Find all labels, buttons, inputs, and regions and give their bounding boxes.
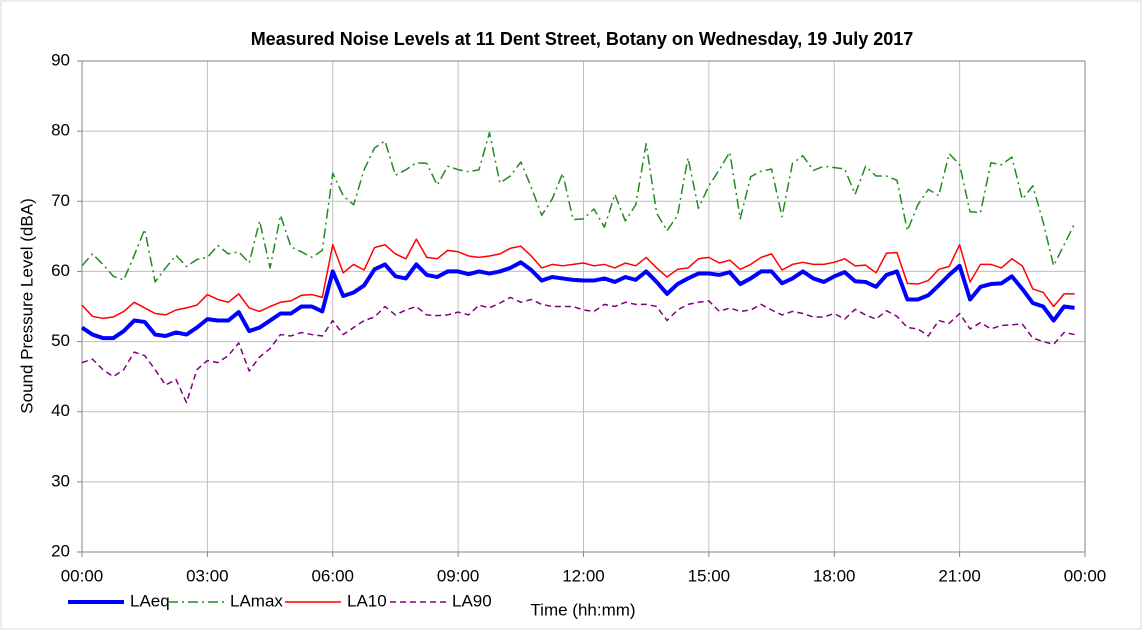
chart-title: Measured Noise Levels at 11 Dent Street,…	[251, 29, 914, 49]
legend-label: LAeq	[130, 591, 170, 610]
y-tick-label: 90	[51, 50, 70, 69]
y-tick-label: 50	[51, 331, 70, 350]
y-tick-label: 60	[51, 261, 70, 280]
x-tick-label: 18:00	[813, 566, 856, 585]
legend-label: LA10	[347, 591, 387, 610]
y-tick-label: 70	[51, 191, 70, 210]
series-line	[81, 238, 1075, 320]
series-line	[80, 260, 1075, 341]
x-tick-label: 15:00	[688, 566, 731, 585]
y-axis-title: Sound Pressure Level (dBA)	[17, 198, 36, 413]
x-tick-label: 12:00	[562, 566, 605, 585]
x-tick-label: 00:00	[1064, 566, 1107, 585]
x-tick-label: 21:00	[938, 566, 981, 585]
legend-label: LA90	[452, 591, 492, 610]
y-tick-label: 20	[51, 541, 70, 560]
plot-border	[81, 60, 1086, 553]
series-line	[81, 131, 1076, 283]
x-tick-label: 00:00	[61, 566, 104, 585]
y-tick-label: 30	[51, 471, 70, 490]
series-line	[81, 296, 1075, 404]
x-tick-label: 09:00	[437, 566, 480, 585]
x-axis-title: Time (hh:mm)	[530, 600, 635, 619]
y-tick-label: 80	[51, 121, 70, 140]
x-tick-label: 03:00	[186, 566, 229, 585]
legend-label: LAmax	[230, 591, 283, 610]
x-tick-label: 06:00	[311, 566, 354, 585]
y-tick-label: 40	[51, 401, 70, 420]
